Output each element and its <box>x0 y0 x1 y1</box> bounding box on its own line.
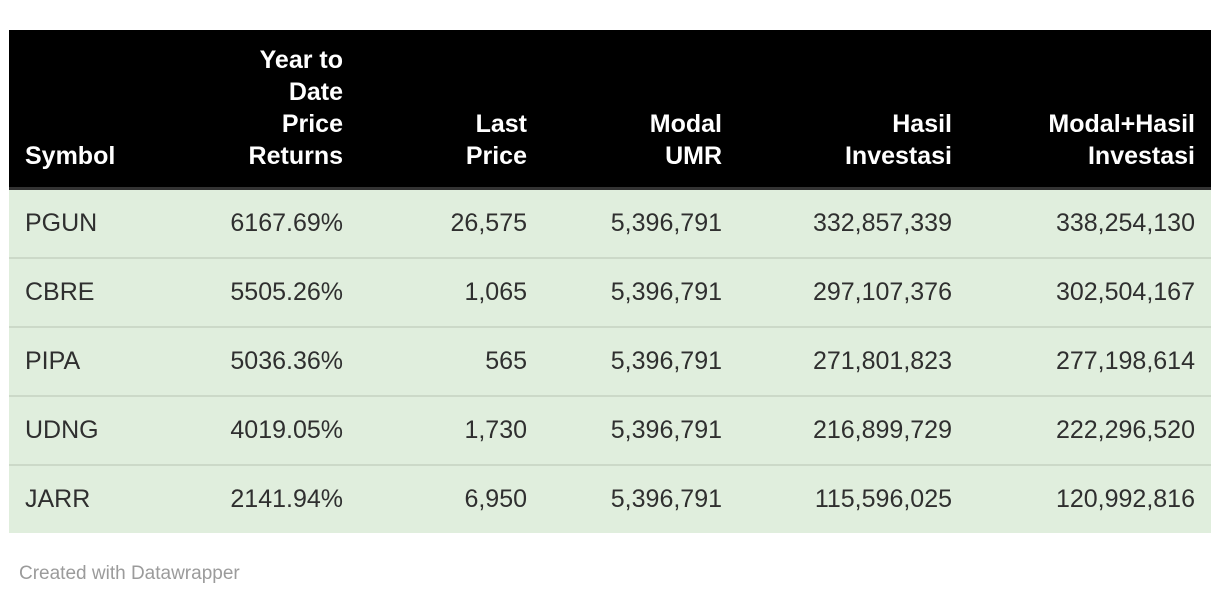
cell-ytd-returns: 4019.05% <box>179 395 359 465</box>
cell-modal-hasil: 302,504,167 <box>968 257 1211 327</box>
cell-modal-umr: 5,396,791 <box>543 395 738 465</box>
cell-modal-umr: 5,396,791 <box>543 326 738 396</box>
cell-hasil: 332,857,339 <box>738 188 968 258</box>
column-header-modal-hasil-investasi: Modal+Hasil Investasi <box>968 30 1211 190</box>
column-header-modal-umr: Modal UMR <box>543 30 738 190</box>
table-row: JARR 2141.94% 6,950 5,396,791 115,596,02… <box>9 464 1211 533</box>
cell-symbol: UDNG <box>9 395 179 465</box>
cell-modal-hasil: 277,198,614 <box>968 326 1211 396</box>
cell-modal-umr: 5,396,791 <box>543 257 738 327</box>
datawrapper-credit-link[interactable]: Created with Datawrapper <box>19 563 240 584</box>
table-body: PGUN 6167.69% 26,575 5,396,791 332,857,3… <box>9 188 1211 533</box>
cell-last-price: 26,575 <box>359 188 543 258</box>
header-row: Symbol Year to Date Price Returns Last P… <box>9 30 1211 190</box>
cell-hasil: 216,899,729 <box>738 395 968 465</box>
cell-last-price: 565 <box>359 326 543 396</box>
cell-last-price: 6,950 <box>359 464 543 533</box>
cell-hasil: 115,596,025 <box>738 464 968 533</box>
table-row: PIPA 5036.36% 565 5,396,791 271,801,823 … <box>9 326 1211 396</box>
table-row: CBRE 5505.26% 1,065 5,396,791 297,107,37… <box>9 257 1211 327</box>
column-header-last-price: Last Price <box>359 30 543 190</box>
table-header: Symbol Year to Date Price Returns Last P… <box>9 30 1211 190</box>
table-row: PGUN 6167.69% 26,575 5,396,791 332,857,3… <box>9 188 1211 258</box>
cell-ytd-returns: 6167.69% <box>179 188 359 258</box>
cell-last-price: 1,065 <box>359 257 543 327</box>
cell-ytd-returns: 5036.36% <box>179 326 359 396</box>
cell-symbol: CBRE <box>9 257 179 327</box>
cell-symbol: PIPA <box>9 326 179 396</box>
cell-modal-umr: 5,396,791 <box>543 464 738 533</box>
cell-modal-hasil: 222,296,520 <box>968 395 1211 465</box>
cell-modal-umr: 5,396,791 <box>543 188 738 258</box>
column-header-hasil-investasi: Hasil Investasi <box>738 30 968 190</box>
cell-symbol: JARR <box>9 464 179 533</box>
table-row: UDNG 4019.05% 1,730 5,396,791 216,899,72… <box>9 395 1211 465</box>
data-table: Symbol Year to Date Price Returns Last P… <box>9 30 1211 533</box>
cell-symbol: PGUN <box>9 188 179 258</box>
cell-ytd-returns: 5505.26% <box>179 257 359 327</box>
cell-hasil: 271,801,823 <box>738 326 968 396</box>
column-header-symbol: Symbol <box>9 30 179 190</box>
cell-last-price: 1,730 <box>359 395 543 465</box>
cell-modal-hasil: 120,992,816 <box>968 464 1211 533</box>
cell-ytd-returns: 2141.94% <box>179 464 359 533</box>
cell-modal-hasil: 338,254,130 <box>968 188 1211 258</box>
datawrapper-table-chart: Symbol Year to Date Price Returns Last P… <box>9 30 1211 584</box>
cell-hasil: 297,107,376 <box>738 257 968 327</box>
column-header-ytd-price-returns: Year to Date Price Returns <box>179 30 359 190</box>
